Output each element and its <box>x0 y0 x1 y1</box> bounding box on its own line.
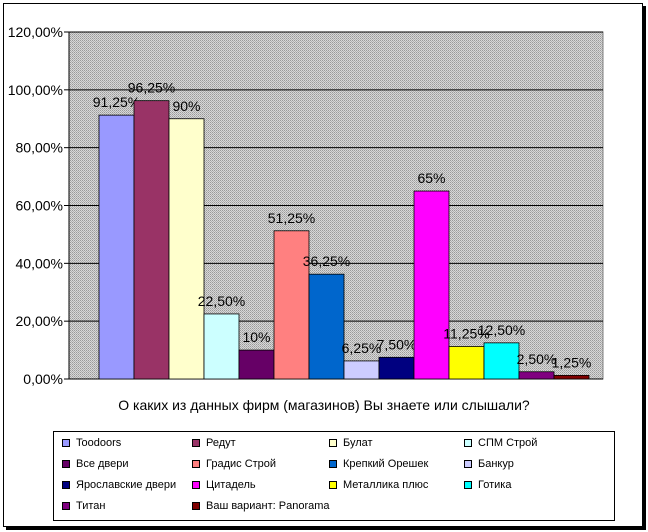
y-tick-label: 120,00% <box>8 24 63 40</box>
legend-swatch <box>192 481 200 489</box>
legend-item: Градис Строй <box>192 457 276 471</box>
legend-label: Готика <box>478 479 512 491</box>
legend-swatch <box>62 460 70 468</box>
legend-swatch <box>62 481 70 489</box>
legend-item: Все двери <box>62 457 129 471</box>
data-label: 11,25% <box>443 325 489 341</box>
y-tick-label: 40,00% <box>16 255 63 271</box>
legend-item: Toodoors <box>62 436 121 450</box>
y-tick-label: 0,00% <box>23 371 63 387</box>
legend-label: Цитадель <box>206 479 256 491</box>
y-tick-label: 60,00% <box>16 198 63 214</box>
legend-swatch <box>62 439 70 447</box>
legend-label: Ваш вариант: Panorama <box>206 500 330 512</box>
legend-swatch <box>192 502 200 510</box>
bar <box>378 356 415 380</box>
legend-item: Готика <box>464 478 511 492</box>
legend-item: Титан <box>62 499 106 513</box>
legend-label: Все двери <box>76 458 129 470</box>
legend-item: Ваш вариант: Panorama <box>192 499 330 513</box>
legend-swatch <box>192 439 200 447</box>
data-label: 91,25% <box>93 94 140 110</box>
bar <box>168 118 205 380</box>
bar <box>483 342 520 380</box>
legend-item: Ярославские двери <box>62 478 176 492</box>
bar <box>133 100 170 380</box>
legend-label: Редут <box>206 437 236 449</box>
legend-swatch <box>192 460 200 468</box>
legend-label: Градис Строй <box>206 458 277 470</box>
bar <box>308 273 345 380</box>
data-label: 12,50% <box>478 322 525 338</box>
legend-label: Булат <box>343 437 373 449</box>
y-tick-label: 20,00% <box>16 313 63 329</box>
legend-label: Ярославские двери <box>76 479 177 491</box>
legend-swatch <box>464 439 472 447</box>
data-label: 1,25% <box>552 354 592 370</box>
data-label: 51,25% <box>268 210 315 226</box>
legend-swatch <box>464 481 472 489</box>
legend-swatch <box>62 502 70 510</box>
data-label: 36,25% <box>303 253 350 269</box>
legend-item: Банкур <box>464 457 514 471</box>
bar <box>343 360 380 380</box>
legend-label: СПМ Строй <box>478 437 538 449</box>
legend-item: Цитадель <box>192 478 256 492</box>
legend-swatch <box>329 439 337 447</box>
legend-label: Toodoors <box>76 437 122 449</box>
bar <box>238 349 275 380</box>
bar <box>98 114 135 380</box>
x-axis-title: О каких из данных фирм (магазинов) Вы зн… <box>118 397 530 413</box>
data-label: 2,50% <box>517 351 557 367</box>
data-label: 90% <box>172 98 200 114</box>
bar-chart: 0,00% 20,00% 40,00% 60,00% 80,00% 100,00% 120,… <box>8 24 604 387</box>
legend-item: СПМ Строй <box>464 436 537 450</box>
y-tick-label: 100,00% <box>8 82 63 98</box>
data-label: 10% <box>242 329 270 345</box>
legend-label: Металлика плюс <box>343 479 429 491</box>
legend-item: Металлика плюс <box>329 478 428 492</box>
bar <box>518 371 555 380</box>
legend-swatch <box>329 481 337 489</box>
data-label: 65% <box>417 170 445 186</box>
bar <box>273 230 310 380</box>
legend-label: Банкур <box>478 458 514 470</box>
legend-item: Крепкий Орешек <box>329 457 428 471</box>
legend-item: Редут <box>192 436 236 450</box>
bar <box>553 374 590 380</box>
bar <box>413 190 450 380</box>
legend-swatch <box>464 460 472 468</box>
legend-swatch <box>329 460 337 468</box>
data-label: 6,25% <box>342 340 382 356</box>
bar <box>203 313 240 380</box>
legend-label: Крепкий Орешек <box>343 458 429 470</box>
data-label: 22,50% <box>198 293 245 309</box>
data-label: 7,50% <box>377 336 417 352</box>
legend-item: Булат <box>329 436 373 450</box>
bar <box>448 346 485 380</box>
legend-label: Титан <box>76 500 106 512</box>
legend: Toodoors Редут Булат СПМ Строй Все двери Град… <box>53 431 615 521</box>
data-label: 96,25% <box>128 80 175 96</box>
y-tick-label: 80,00% <box>16 140 63 156</box>
